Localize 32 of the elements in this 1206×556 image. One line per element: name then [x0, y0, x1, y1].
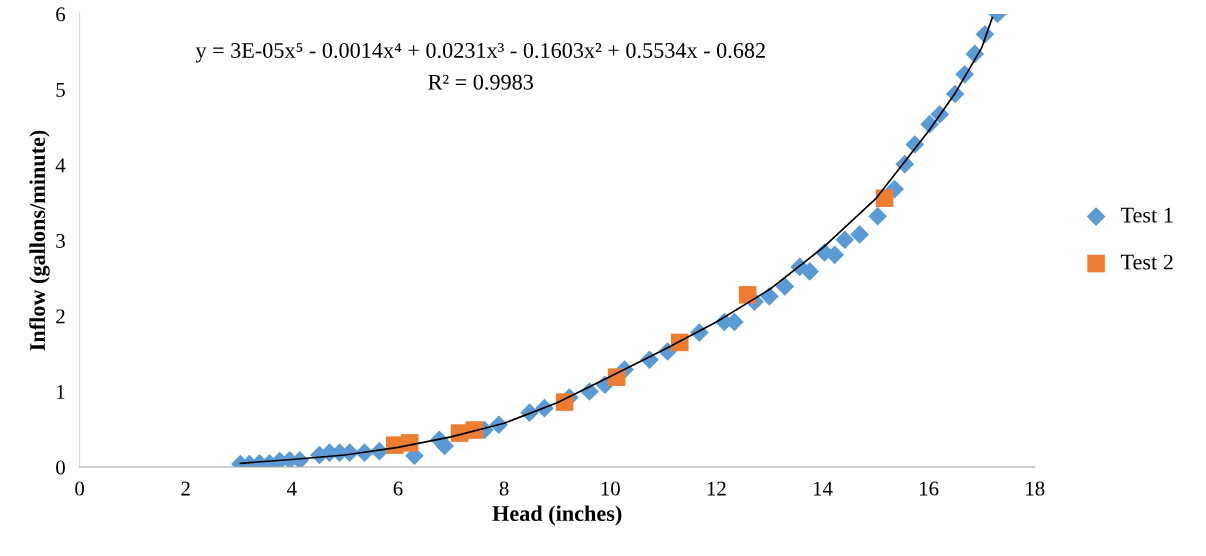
- y-tick-label: 1: [57, 384, 65, 399]
- y-axis-title: Inflow (gallons/minute): [29, 130, 50, 351]
- x-tick-label: 14: [813, 481, 833, 496]
- x-tick-label: 6: [393, 481, 403, 496]
- x-tick-label: 16: [920, 481, 939, 496]
- y-tick-label: 6: [56, 7, 66, 22]
- x-tick-label: 8: [499, 481, 509, 496]
- legend-label: Test 2: [1120, 254, 1173, 270]
- point: [868, 206, 887, 226]
- x-tick-label: 0: [75, 481, 85, 496]
- point: [825, 245, 845, 265]
- y-tick-label: 5: [56, 83, 65, 97]
- annotation: R² = 0.9983: [428, 74, 534, 90]
- legend-label: Test 1: [1120, 207, 1173, 223]
- x-axis-title: Head (inches): [492, 505, 622, 526]
- x-tick-label: 18: [1026, 481, 1045, 496]
- x-tick-label: 10: [601, 481, 620, 496]
- point: [760, 287, 779, 306]
- x-tick-label: 2: [181, 481, 190, 496]
- point: [800, 262, 820, 281]
- point: [835, 230, 855, 250]
- point: [775, 277, 795, 296]
- x-tick-label: 12: [707, 481, 726, 496]
- y-tick-label: 2: [56, 309, 65, 324]
- y-tick-label: 0: [56, 460, 65, 475]
- annotation: y = 3E-05x⁵ - 0.0014x⁴ + 0.0231x³ - 0.1603x² + 0.5534x - 0.682: [195, 42, 765, 63]
- x-tick-label: 4: [287, 481, 297, 496]
- point: [850, 225, 869, 244]
- point: [738, 286, 757, 304]
- y-tick-label: 4: [55, 158, 66, 173]
- y-tick-label: 3: [56, 233, 65, 248]
- point: [875, 189, 894, 207]
